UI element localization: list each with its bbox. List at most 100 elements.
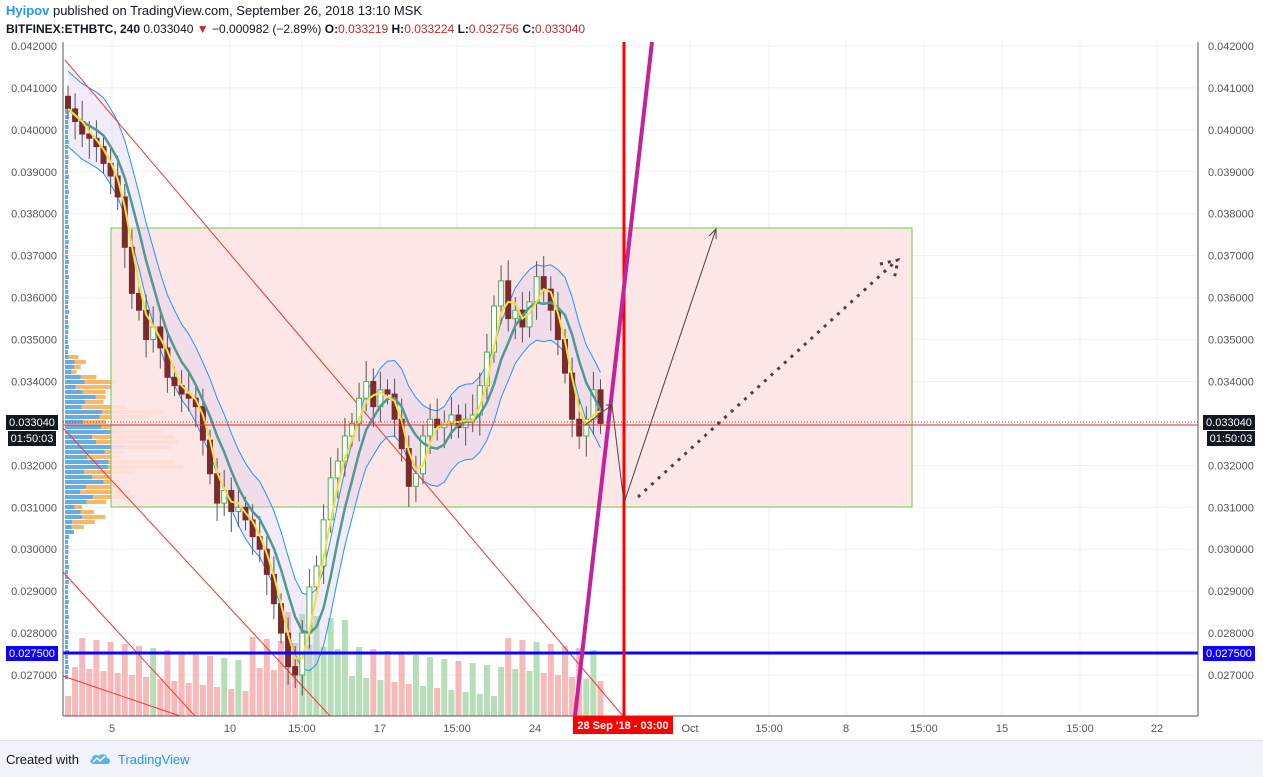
volume-profile-bar [65, 615, 69, 619]
volume-profile-bar [65, 425, 102, 429]
volume-profile-bar [65, 185, 68, 189]
volume-profile-bar [84, 380, 117, 384]
volume-profile-bar [65, 205, 69, 209]
volume-profile-bar [65, 565, 69, 569]
current-price-label-right: 0.033040 [1206, 417, 1252, 429]
steep-trend-line[interactable] [573, 41, 654, 717]
open-value: 0.033219 [338, 22, 389, 36]
volume-bar [192, 654, 199, 716]
arrow-segment[interactable] [584, 404, 613, 426]
volume-bar [540, 673, 547, 716]
dotted-projection-arrow[interactable] [636, 260, 897, 499]
volume-bar [341, 620, 348, 716]
price-tick-label: 0.035000 [11, 335, 57, 347]
volume-profile-bar [65, 410, 102, 414]
trend-line[interactable] [62, 427, 331, 717]
volume-bar [554, 675, 561, 716]
volume-bar [562, 646, 568, 716]
volume-bar [235, 660, 242, 716]
volume-bar [128, 675, 135, 716]
candle-body [448, 414, 455, 424]
volume-profile-bar [65, 290, 69, 294]
volume-profile-bar [72, 520, 95, 524]
volume-profile-bar [65, 165, 68, 169]
price-tick-label: 0.029000 [11, 586, 57, 598]
volume-profile-bar [65, 610, 68, 614]
trend-lines[interactable] [62, 59, 624, 717]
projection-arrows[interactable] [584, 227, 900, 504]
price-tick-labels: 0.042000 0.041000 0.040000 0.039000 0.038000… [1208, 41, 1254, 682]
volume-bar [363, 678, 370, 716]
volume-bar [164, 650, 171, 716]
volume-bar [505, 638, 512, 716]
volume-profile-bar [65, 320, 68, 324]
chart-header: Hyipov published on TradingView.com, Sep… [0, 0, 1263, 42]
candle-body [384, 389, 391, 395]
countdown-badge-right: 01:50:03 [1207, 431, 1255, 446]
volume-profile-bar [65, 305, 68, 309]
price-tick-label: 0.030000 [1208, 544, 1254, 556]
candle-body [164, 347, 171, 378]
volume-profile-bar [65, 275, 69, 279]
volume-profile-bar [65, 235, 68, 239]
left-price-axis[interactable] [0, 42, 63, 716]
candle-body [363, 380, 370, 399]
volume-bar [455, 661, 462, 716]
arrow-segment[interactable] [611, 404, 625, 504]
volume-bar [242, 691, 249, 716]
low-value: 0.032756 [468, 22, 519, 36]
volume-bar [157, 679, 164, 716]
volume-profile-bar [65, 540, 68, 544]
volume-profile-bar [74, 365, 81, 369]
tradingview-cloud-icon[interactable] [88, 750, 112, 766]
volume-bar [86, 669, 93, 716]
current-price-label-left: 0.033040 [9, 417, 55, 429]
trend-line[interactable] [62, 675, 181, 717]
volume-profile-bar [65, 415, 100, 419]
author-name[interactable]: Hyipov [6, 3, 50, 18]
price-tick-label: 0.038000 [11, 209, 57, 221]
ohlc-line: BITFINEX:ETHBTC, 240 0.033040 ▼ −0.00098… [6, 22, 585, 36]
volume-profile-bar [65, 360, 75, 364]
volume-profile-bar [84, 470, 135, 474]
volume-bar [462, 692, 469, 716]
trend-line[interactable] [62, 571, 196, 717]
volume-bar [533, 642, 540, 716]
volume-profile-bar [65, 390, 83, 394]
countdown-label-right: 01:50:03 [1210, 433, 1253, 445]
volume-profile-bar [65, 515, 83, 519]
volume-bar [313, 616, 320, 716]
volume-profile-bar [65, 280, 68, 284]
volume-profile-bar [65, 505, 75, 509]
volume-profile-bar [65, 135, 68, 139]
volume-profile-bar [65, 475, 92, 479]
volume-bar [306, 645, 313, 716]
trend-line[interactable] [64, 59, 624, 717]
dotted-arrowhead [879, 258, 900, 281]
volume-profile-bar [65, 190, 69, 194]
vline-date-badge: 28 Sep '18 - 03:00 [573, 716, 673, 734]
volume-bar [526, 671, 533, 716]
volume-bar [150, 648, 157, 716]
arrow-segment[interactable] [623, 228, 717, 504]
volume-profile-bar [95, 395, 106, 399]
candle-body [235, 506, 242, 512]
time-tick-label: 15:00 [910, 723, 938, 735]
volume-profile-bar [83, 420, 107, 424]
price-tick-label: 0.036000 [1208, 293, 1254, 305]
volume-profile-bar [68, 355, 79, 359]
candle-body [292, 666, 299, 676]
volume-profile-bar [65, 490, 81, 494]
volume-profile-bar [65, 455, 88, 459]
volume-bar [583, 679, 590, 716]
candle-body [505, 280, 512, 320]
time-tick-label: 15:00 [443, 723, 471, 735]
moving-averages [67, 107, 602, 660]
volume-profile-bar [65, 160, 69, 164]
volume-profile-bar [65, 215, 68, 219]
time-tick-label: 15:00 [755, 723, 783, 735]
time-tick-label: 5 [109, 723, 115, 735]
price-chart[interactable]: 0.042000 0.041000 0.040000 0.039000 0.038000… [0, 38, 1263, 740]
tradingview-brand[interactable]: TradingView [118, 752, 190, 767]
price-axis[interactable] [1198, 42, 1263, 716]
